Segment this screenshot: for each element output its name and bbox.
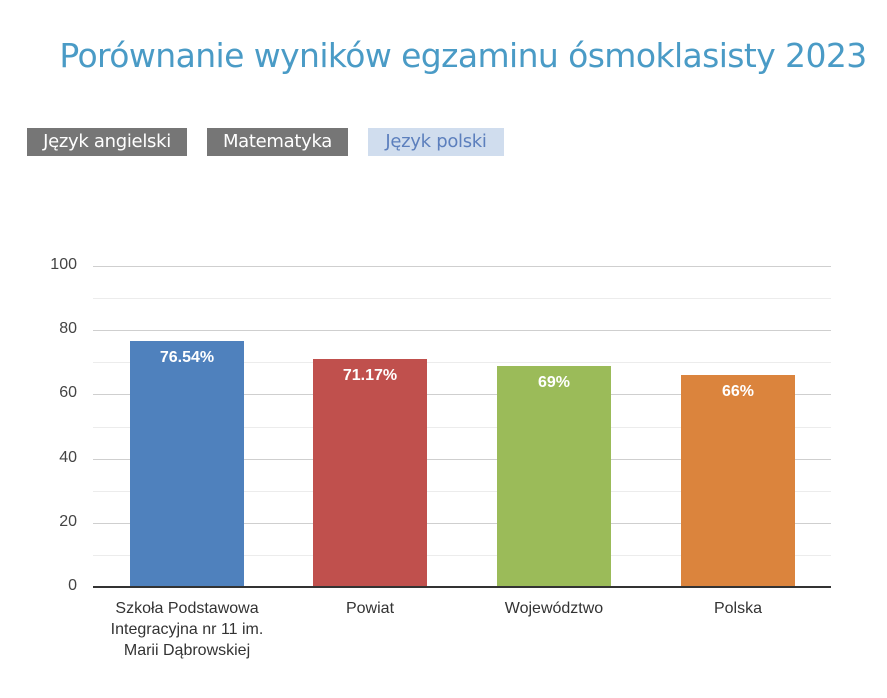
y-axis-tick-label: 40: [59, 449, 77, 466]
y-axis-tick-label: 0: [68, 577, 77, 594]
x-axis-category-label: Polska: [713, 600, 763, 617]
tab-jezyk-polski[interactable]: Język polski: [368, 128, 504, 156]
tab-matematyka[interactable]: Matematyka: [207, 128, 348, 156]
major-gridline: [93, 330, 831, 331]
bar-value-label: 69%: [537, 373, 571, 391]
y-axis-tick-label: 100: [50, 256, 77, 273]
bar-3[interactable]: 69%: [497, 365, 611, 587]
bar-1[interactable]: 76.54%: [130, 341, 244, 587]
y-axis-tick-label: 80: [59, 320, 77, 337]
major-gridline: [93, 523, 831, 524]
page-title: Porównanie wyników egzaminu ósmoklasisty…: [59, 36, 867, 75]
minor-gridline: [93, 491, 831, 492]
bar-2[interactable]: 71.17%: [313, 358, 427, 587]
y-axis-tick-label: 20: [59, 513, 77, 530]
minor-gridline: [93, 298, 831, 299]
minor-gridline: [93, 427, 831, 428]
bar-4[interactable]: 66%: [681, 375, 795, 587]
minor-gridline: [93, 555, 831, 556]
x-axis-category-label: Województwo: [504, 600, 604, 617]
x-axis-category-label: Szkoła Podstawowa Integracyjna nr 11 im. M…: [110, 600, 264, 659]
x-axis-category-label: Powiat: [345, 600, 395, 617]
bar-value-label: 71.17%: [342, 366, 398, 384]
y-axis-tick-label: 60: [59, 384, 77, 401]
bar-value-label: 66%: [721, 383, 755, 401]
tab-jezyk-angielski[interactable]: Język angielski: [27, 128, 187, 156]
bar-value-label: 76.54%: [159, 349, 215, 367]
major-gridline: [93, 394, 831, 395]
minor-gridline: [93, 362, 831, 363]
major-gridline: [93, 266, 831, 267]
major-gridline: [93, 459, 831, 460]
x-axis-line: [93, 586, 831, 588]
